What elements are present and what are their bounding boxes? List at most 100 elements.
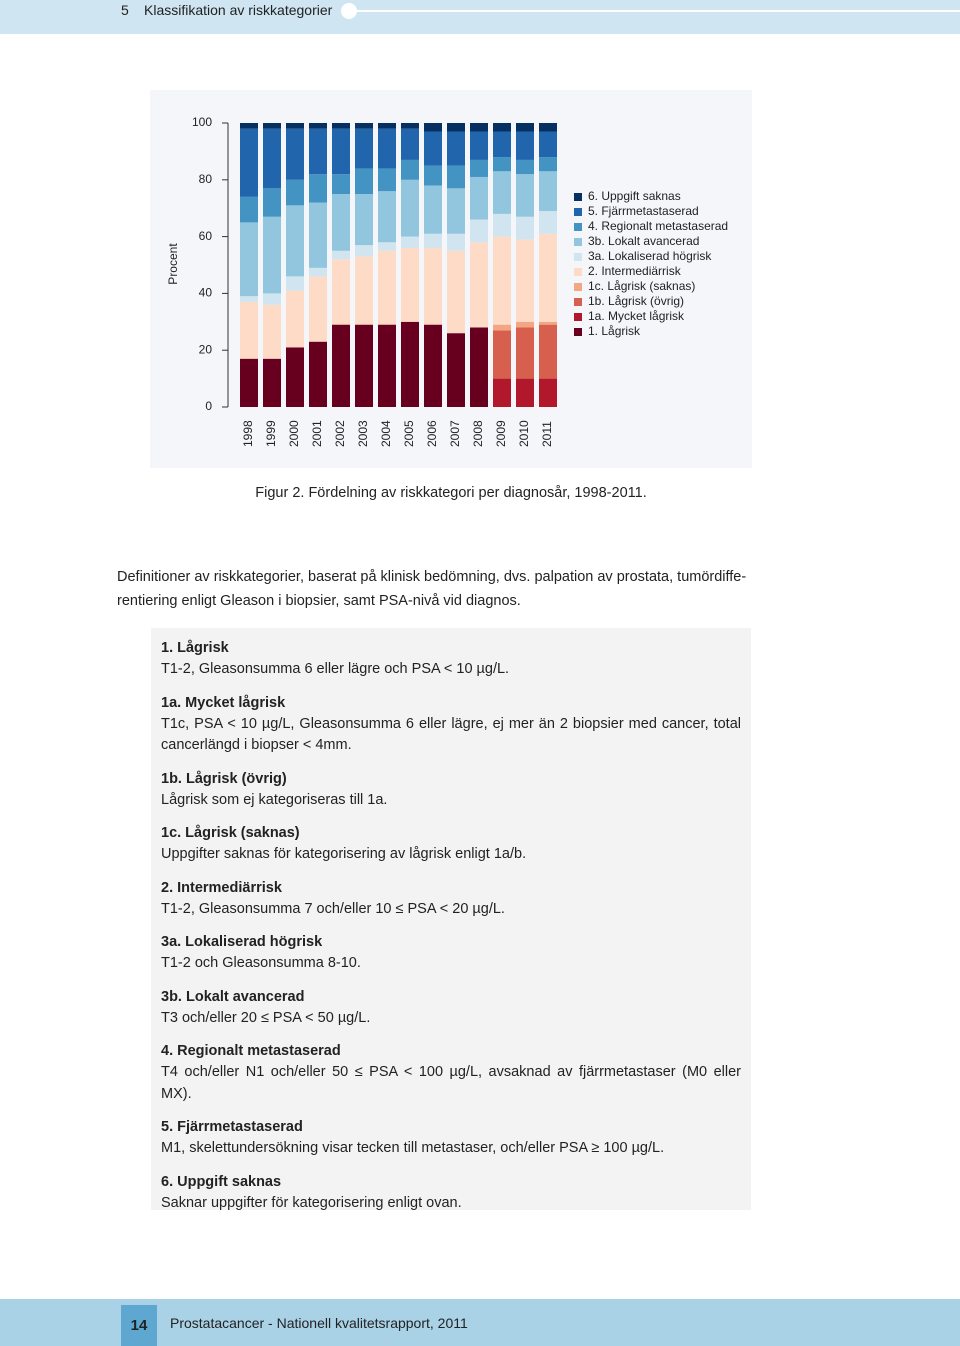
x-tick-label: 2007: [448, 420, 462, 447]
x-tick-label: 2010: [517, 420, 531, 447]
bar-segment: [516, 378, 534, 407]
x-tick-label: 1998: [241, 420, 255, 447]
legend-label: 1. Lågrisk: [588, 324, 641, 338]
definitions-box: 1. Lågrisk T1-2, Gleasonsumma 6 eller läg…: [151, 628, 751, 1211]
legend-label: 5. Fjärrmetastaserad: [588, 204, 699, 218]
intro-line: Definitioner av riskkategorier, baserat …: [117, 569, 747, 585]
legend-swatch: [574, 223, 582, 231]
bar-segment: [286, 179, 304, 206]
bar-segment: [309, 276, 327, 342]
bar-segment: [539, 131, 557, 158]
bar-segment: [516, 123, 534, 132]
bar-segment: [240, 196, 258, 223]
legend-swatch: [574, 253, 582, 261]
definition-text: T4 och/eller N1 och/eller 50 ≤ PSA < 100…: [161, 1064, 741, 1102]
bar-segment: [447, 333, 465, 407]
bar-segment: [263, 128, 281, 189]
definition-heading: 4. Regionalt metastaserad: [161, 1043, 341, 1059]
definition-heading: 2. Intermediärrisk: [161, 879, 282, 896]
x-tick-label: 2008: [471, 420, 485, 447]
definition: 4. Regionalt metastaserad T4 och/eller N1…: [161, 1041, 741, 1105]
bar-segment: [263, 358, 281, 407]
legend-swatch: [574, 283, 582, 291]
bar-segment: [401, 321, 419, 407]
definition-heading: 1a. Mycket lågrisk: [161, 694, 286, 711]
legend-label: 4. Regionalt metastaserad: [588, 219, 728, 233]
figure-caption: Figur 2. Fördelning av riskkategori per …: [255, 485, 647, 501]
definition-text: T1c, PSA < 10 µg/L, Gleasonsumma 6 eller…: [161, 715, 741, 754]
bar-segment: [286, 205, 304, 277]
bar-segment: [332, 250, 350, 260]
definition-heading: 1b. Lågrisk (övrig): [161, 770, 287, 787]
x-tick-label: 2003: [356, 420, 370, 447]
bar-segment: [401, 159, 419, 180]
definition-heading: 3a. Lokaliserad högrisk: [161, 934, 323, 950]
bar-segment: [470, 131, 488, 160]
bar-segment: [263, 123, 281, 129]
legend-label: 1b. Lågrisk (övrig): [588, 294, 684, 308]
bar-segment: [240, 358, 258, 407]
bar-segment: [447, 123, 465, 132]
bar-segment: [401, 247, 419, 322]
bar-segment: [332, 324, 350, 407]
legend-label: 3b. Lokalt avancerad: [588, 234, 699, 248]
y-tick-label: 80: [199, 172, 213, 186]
bar-segment: [309, 341, 327, 407]
definition-text: M1, skelettundersökning visar tecken til…: [161, 1140, 665, 1156]
x-tick-label: 2009: [494, 420, 508, 447]
y-tick-label: 20: [199, 342, 213, 356]
bar-segment: [470, 123, 488, 132]
bar-segment: [493, 131, 511, 158]
bar-segment: [493, 378, 511, 407]
definition: 2. Intermediärrisk T1-2, Gleasonsumma 7 o…: [161, 878, 741, 921]
legend-swatch: [574, 298, 582, 306]
bar-segment: [240, 296, 258, 302]
bar-segment: [332, 194, 350, 251]
legend-label: 1a. Mycket lågrisk: [588, 309, 685, 323]
legend-swatch: [574, 208, 582, 216]
bar-segment: [309, 267, 327, 277]
legend-label: 2. Intermediärrisk: [588, 264, 682, 278]
definition: 1. Lågrisk T1-2, Gleasonsumma 6 eller läg…: [161, 638, 741, 681]
bar-segment: [470, 327, 488, 407]
definition: 3a. Lokaliserad högrisk T1-2 och Gleasons…: [161, 932, 741, 975]
legend-swatch: [574, 313, 582, 321]
bar-segment: [516, 159, 534, 175]
bar-segment: [493, 213, 511, 237]
bar-segment: [539, 378, 557, 407]
bar-segment: [378, 191, 396, 243]
bar-segment: [539, 171, 557, 212]
bar-segment: [355, 194, 373, 246]
bar-segment: [493, 157, 511, 172]
bar-segment: [286, 290, 304, 348]
bar-segment: [240, 123, 258, 129]
y-tick-label: 60: [199, 229, 213, 243]
bar-segment: [286, 123, 304, 129]
x-tick-label: 2001: [310, 420, 324, 447]
bar-segment: [378, 242, 396, 251]
bar-segment: [263, 304, 281, 359]
bar-segment: [378, 324, 396, 407]
bar-segment: [332, 174, 350, 194]
section-title: Klassifikation av riskkategorier: [144, 2, 333, 18]
bar-segment: [539, 233, 557, 322]
definition-text: Uppgifter saknas för kategorisering av l…: [161, 846, 527, 862]
bar-segment: [424, 324, 442, 407]
bar-segment: [355, 256, 373, 325]
definition-heading: 1c. Lågrisk (saknas): [161, 825, 300, 841]
bar-segment: [309, 128, 327, 175]
legend-label: 1c. Lågrisk (saknas): [588, 279, 695, 293]
bar-segment: [493, 324, 511, 331]
bar-segment: [263, 293, 281, 305]
bar-segment: [332, 123, 350, 129]
bar-segment: [516, 174, 534, 217]
bar-segment: [447, 165, 465, 189]
bar-segment: [378, 168, 396, 192]
bar-segment: [355, 245, 373, 257]
bar-segment: [378, 123, 396, 129]
bar-segment: [355, 324, 373, 407]
bar-segment: [493, 171, 511, 214]
bar-segment: [401, 128, 419, 160]
bar-segment: [355, 123, 373, 129]
